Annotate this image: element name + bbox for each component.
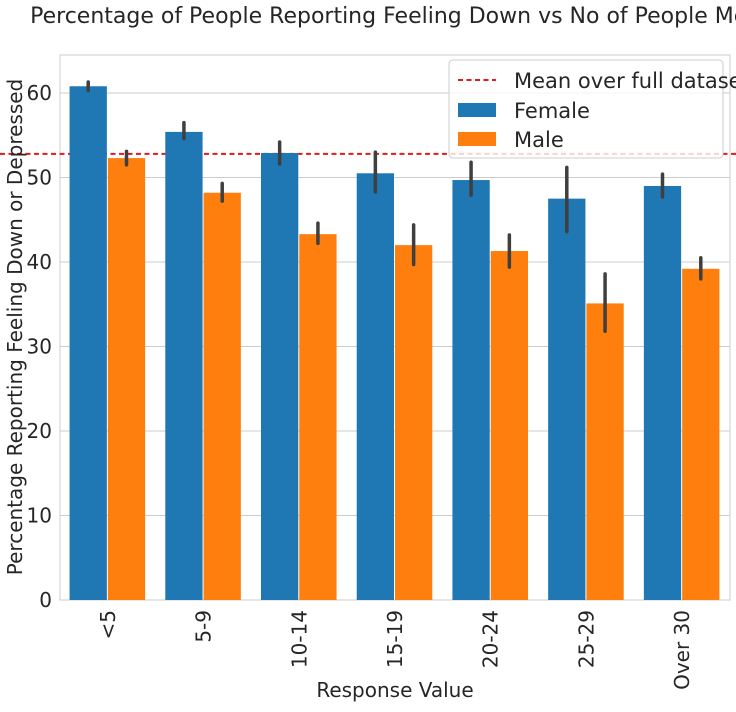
bar-female-0 bbox=[69, 86, 107, 601]
y-tick-label: 30 bbox=[27, 335, 52, 359]
x-tick-label: 15-19 bbox=[383, 610, 407, 668]
bar-female-1 bbox=[165, 131, 203, 600]
bar-female-5 bbox=[548, 198, 586, 600]
bar-female-3 bbox=[356, 173, 394, 601]
x-tick-labels: <5 5-9 10-14 15-19 20-24 25-29 Over 30 bbox=[96, 610, 694, 690]
chart-title: Percentage of People Reporting Feeling D… bbox=[30, 4, 736, 29]
legend-box bbox=[448, 59, 724, 159]
y-tick-label: 10 bbox=[27, 504, 52, 528]
y-tick-label: 50 bbox=[27, 166, 52, 190]
y-axis-label: Percentage Reporting Feeling Down or Dep… bbox=[3, 79, 27, 575]
y-tick-labels: 0 10 20 30 40 50 60 bbox=[27, 81, 52, 612]
y-tick-label: 20 bbox=[27, 419, 52, 443]
legend-label-female: Female bbox=[514, 99, 590, 123]
bar-male-5 bbox=[586, 303, 624, 600]
x-tick-label: 10-14 bbox=[287, 610, 311, 668]
legend-label-male: Male bbox=[514, 128, 564, 152]
bar-male-1 bbox=[203, 192, 241, 600]
bar-female-6 bbox=[643, 185, 682, 600]
bar-male-4 bbox=[490, 251, 528, 600]
bar-male-3 bbox=[395, 245, 433, 600]
legend: Mean over full dataset Female Male bbox=[448, 59, 736, 159]
bar-female-4 bbox=[452, 180, 490, 600]
x-tick-label: Over 30 bbox=[670, 610, 694, 690]
x-tick-label: 5-9 bbox=[192, 610, 216, 643]
legend-male-swatch bbox=[458, 132, 496, 146]
legend-label-mean: Mean over full dataset bbox=[514, 69, 736, 93]
error-bars-layer bbox=[86, 80, 703, 334]
y-tick-label: 60 bbox=[27, 81, 52, 105]
bars-layer bbox=[69, 86, 720, 601]
x-tick-label: 25-29 bbox=[574, 610, 598, 668]
x-tick-label: 20-24 bbox=[479, 610, 503, 668]
x-tick-label: <5 bbox=[96, 610, 120, 639]
bar-male-6 bbox=[682, 268, 720, 600]
bar-male-0 bbox=[107, 158, 146, 600]
y-tick-label: 40 bbox=[27, 250, 52, 274]
y-tick-label: 0 bbox=[39, 588, 52, 612]
bar-female-2 bbox=[261, 153, 299, 600]
legend-female-swatch bbox=[458, 103, 496, 117]
x-axis-label: Response Value bbox=[316, 678, 473, 702]
bar-male-2 bbox=[299, 234, 337, 601]
